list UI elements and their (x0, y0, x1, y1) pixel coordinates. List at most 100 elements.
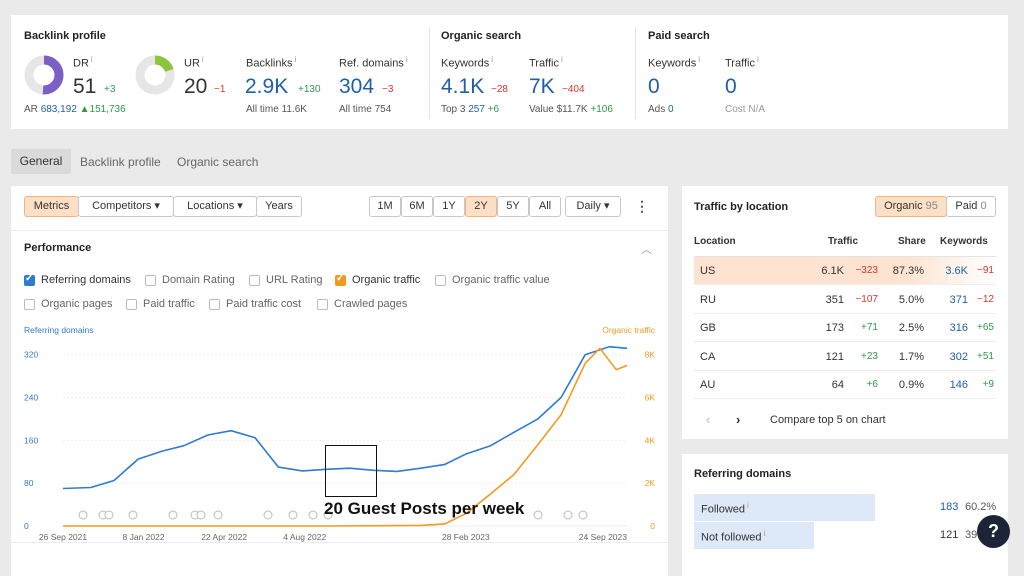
tab-backlink-profile[interactable]: Backlink profile (80, 155, 161, 169)
performance-card: Metrics Competitors ▾ Locations ▾ Years … (11, 186, 668, 576)
performance-title: Performance (24, 242, 92, 254)
paid-keywords-value[interactable]: 0 (648, 75, 660, 98)
org-traffic-label: Traffic i (529, 55, 563, 70)
traffic-location-title: Traffic by location (694, 201, 789, 213)
org-keywords-label: Keywords i (441, 55, 494, 70)
backlink-profile-title: Backlink profile (24, 30, 106, 42)
dr-donut (24, 55, 64, 95)
dr-delta: +3 (104, 84, 116, 95)
paid-search-title: Paid search (648, 30, 710, 42)
location-keywords-delta: +9 (982, 379, 994, 391)
annotation-marker-icon (308, 510, 318, 520)
left-tick-label: 0 (24, 521, 29, 531)
org-traffic-value[interactable]: 7K (529, 75, 555, 98)
checkbox-paid-traffic-cost[interactable]: Paid traffic cost (209, 298, 301, 310)
ar-row: AR 683,192 ▲151,736 (24, 104, 126, 115)
location-share: 0.9% (898, 379, 924, 392)
checkbox-organic-traffic[interactable]: Organic traffic (335, 273, 420, 286)
traffic-by-location-card: Traffic by location Organic 95 Paid 0 Lo… (682, 186, 1008, 439)
collapse-icon[interactable]: ︿ (641, 244, 652, 256)
paid-cost: Cost N/A (725, 104, 766, 115)
range-2y[interactable]: 2Y (465, 196, 497, 217)
table-row[interactable]: US 6.1K −323 87.3% 3.6K −91 (694, 257, 996, 285)
range-all[interactable]: All (529, 196, 561, 217)
location-traffic: 64 (831, 379, 844, 392)
chevron-left-icon[interactable]: ‹ (706, 412, 711, 427)
referring-domains-card: Referring domains Followed i 183 60.2% No… (682, 454, 1008, 576)
x-tick-label: 26 Sep 2021 (39, 532, 87, 542)
location-share: 87.3% (892, 265, 924, 277)
metrics-button[interactable]: Metrics (24, 196, 79, 217)
followed-bar (694, 494, 876, 521)
table-row[interactable]: CA 121 +23 1.7% 302 +51 (694, 343, 996, 371)
x-tick-label: 24 Sep 2023 (579, 532, 627, 542)
followed-value[interactable]: 183 (940, 501, 959, 513)
location-traffic-delta: +23 (861, 350, 878, 362)
backlinks-delta: +130 (298, 84, 321, 95)
annotation-marker-icon (263, 510, 273, 520)
divider (694, 256, 996, 257)
help-button[interactable]: ? (977, 515, 1010, 548)
checkbox-paid-traffic[interactable]: Paid traffic (126, 298, 195, 310)
annotation-marker-icon (563, 510, 573, 520)
organic-toggle[interactable]: Organic 95 (875, 196, 947, 217)
compare-link[interactable]: Compare top 5 on chart (770, 414, 886, 426)
tab-general[interactable]: General (11, 149, 71, 174)
range-5y[interactable]: 5Y (497, 196, 529, 217)
not-followed-value[interactable]: 121 (940, 529, 959, 541)
table-row[interactable]: GB 173 +71 2.5% 316 +65 (694, 314, 996, 343)
location-share: 1.7% (898, 350, 924, 363)
organic-search-title: Organic search (441, 30, 522, 42)
more-options-icon[interactable]: ⋮ (635, 198, 649, 214)
right-tick-label: 6K (645, 393, 656, 403)
paid-traffic-value[interactable]: 0 (725, 75, 737, 98)
checkbox-organic-pages[interactable]: Organic pages (24, 298, 113, 310)
ref-domains-delta: −3 (382, 84, 394, 95)
ur-donut (135, 55, 175, 95)
range-6m[interactable]: 6M (401, 196, 433, 217)
org-keywords-value[interactable]: 4.1K (441, 75, 485, 98)
location-traffic-delta: +6 (866, 379, 878, 391)
range-1y[interactable]: 1Y (433, 196, 465, 217)
annotation-marker-icon (104, 510, 114, 520)
location-name: GB (700, 322, 716, 335)
location-keywords: 371 (949, 293, 968, 306)
location-keywords-delta: +65 (977, 322, 994, 334)
range-1m[interactable]: 1M (369, 196, 401, 217)
org-top3: Top 3 257 +6 (441, 104, 500, 115)
location-keywords: 316 (949, 322, 968, 335)
dr-value: 51 (73, 75, 97, 98)
annotation-marker-icon (533, 510, 543, 520)
checkbox-url-rating[interactable]: URL Rating (249, 274, 322, 286)
location-name: AU (700, 379, 716, 392)
interval-dropdown[interactable]: Daily ▾ (565, 196, 621, 217)
checkbox-crawled-pages[interactable]: Crawled pages (317, 298, 407, 310)
checkbox-referring-domains[interactable]: Referring domains (24, 273, 131, 286)
location-name: US (700, 265, 716, 277)
tab-organic-search[interactable]: Organic search (177, 155, 259, 169)
ref-domains-value[interactable]: 304 (339, 75, 375, 98)
chart-overlay-text: 20 Guest Posts per week (324, 499, 525, 518)
backlinks-value[interactable]: 2.9K (245, 75, 289, 98)
right-axis-label: Organic traffic (602, 325, 656, 335)
paid-toggle[interactable]: Paid 0 (946, 196, 996, 217)
location-keywords: 3.6K (945, 265, 968, 277)
table-row[interactable]: AU 64 +6 0.9% 146 +9 (694, 371, 996, 400)
x-tick-label: 8 Jan 2022 (123, 532, 165, 542)
location-keywords-delta: −12 (977, 293, 994, 305)
chevron-right-icon[interactable]: › (736, 412, 741, 427)
location-share: 5.0% (898, 293, 924, 306)
chart-overlay-box (325, 445, 377, 497)
annotation-marker-icon (196, 510, 206, 520)
location-traffic-delta: −107 (855, 293, 878, 305)
years-button[interactable]: Years (256, 196, 302, 217)
checkbox-domain-rating[interactable]: Domain Rating (145, 274, 235, 286)
checkbox-organic-traffic-value[interactable]: Organic traffic value (435, 274, 550, 286)
location-traffic-delta: +71 (861, 322, 878, 334)
not-followed-label: Not followed i (701, 529, 766, 544)
left-tick-label: 160 (24, 435, 38, 445)
locations-dropdown[interactable]: Locations ▾ (173, 196, 257, 217)
location-keywords: 302 (949, 350, 968, 363)
competitors-dropdown[interactable]: Competitors ▾ (78, 196, 174, 217)
table-row[interactable]: RU 351 −107 5.0% 371 −12 (694, 286, 996, 314)
